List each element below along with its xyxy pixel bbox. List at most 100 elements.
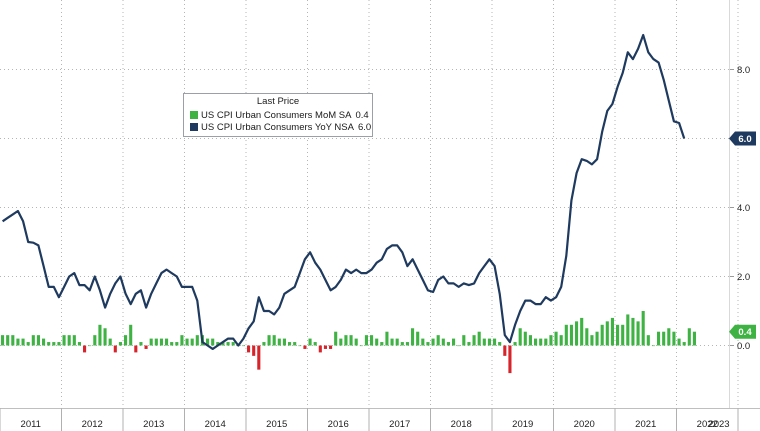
- mom-bar: [359, 345, 363, 347]
- mom-bar: [436, 335, 440, 346]
- mom-bar: [467, 342, 471, 346]
- mom-bar: [334, 331, 338, 346]
- mom-bar: [636, 321, 640, 346]
- mom-bar: [472, 335, 476, 346]
- x-tick-label: 2016: [328, 419, 349, 430]
- mom-bar: [241, 345, 245, 347]
- mom-bar: [98, 324, 102, 346]
- mom-bar: [211, 338, 215, 346]
- mom-bar: [641, 311, 645, 346]
- mom-bar: [554, 331, 558, 346]
- mom-bar: [190, 338, 194, 346]
- end-label-yoy-box: [729, 131, 756, 146]
- mom-bar: [154, 338, 158, 346]
- mom-bar: [544, 338, 548, 346]
- mom-bar: [503, 345, 507, 356]
- mom-bar: [83, 345, 87, 353]
- mom-bar: [323, 345, 327, 349]
- mom-bar: [375, 338, 379, 346]
- mom-bar: [298, 345, 302, 347]
- legend-swatch-green: [190, 111, 198, 119]
- mom-bar: [482, 338, 486, 346]
- legend-value-mom: 0.4: [355, 109, 369, 121]
- mom-bar: [477, 331, 481, 346]
- end-label-yoy-text: 6.0: [738, 134, 751, 145]
- mom-bar: [57, 342, 61, 346]
- mom-bar: [549, 335, 553, 346]
- legend-swatch-navy: [190, 123, 198, 131]
- mom-bar: [523, 331, 527, 346]
- y-tick-labels: 8.0 6.0 4.0 2.0 0.0: [737, 65, 750, 352]
- mom-bar: [539, 338, 543, 346]
- mom-bar: [610, 317, 614, 346]
- mom-bar: [257, 345, 261, 370]
- mom-bar: [692, 331, 696, 346]
- end-label-mom-box: [729, 324, 756, 339]
- mom-bar: [487, 338, 491, 346]
- mom-bar: [118, 342, 122, 346]
- mom-bar: [103, 328, 107, 346]
- mom-bar: [308, 338, 312, 346]
- mom-bar: [667, 328, 671, 346]
- mom-bar: [77, 342, 81, 346]
- mom-bar: [646, 335, 650, 346]
- x-tick-label: 2023: [708, 419, 729, 430]
- mom-bar: [508, 345, 512, 374]
- mom-bar: [21, 338, 25, 346]
- mom-bar: [293, 342, 297, 346]
- mom-bar: [631, 317, 635, 346]
- mom-bar: [31, 335, 35, 346]
- mom-bar: [11, 335, 15, 346]
- x-tick-labels: 2011 2012 2013 2014 2015 2016 2017 2018 2019 2020…: [21, 419, 730, 430]
- x-tick-label: 2020: [574, 419, 595, 430]
- mom-bar: [272, 335, 276, 346]
- mom-bar: [416, 331, 420, 346]
- mom-bar: [590, 335, 594, 346]
- mom-bar: [462, 335, 466, 346]
- mom-bar: [165, 338, 169, 346]
- mom-bar: [595, 331, 599, 346]
- mom-bar: [159, 338, 163, 346]
- mom-bar: [564, 324, 568, 346]
- end-label-mom-text: 0.4: [738, 327, 752, 338]
- mom-bar: [626, 314, 630, 346]
- mom-bar: [318, 345, 322, 353]
- end-label-yoy: 6.0: [729, 131, 756, 146]
- mom-bar: [390, 338, 394, 346]
- mom-bar: [62, 335, 66, 346]
- x-tick-label: 2022: [697, 419, 718, 430]
- mom-bar: [682, 342, 686, 346]
- mom-bar: [349, 335, 353, 346]
- y-tick-label: 2.0: [737, 272, 750, 283]
- mom-bar: [518, 328, 522, 346]
- mom-bar: [288, 342, 292, 346]
- mom-bar: [493, 338, 497, 346]
- mom-bar: [262, 342, 266, 346]
- y-tick-label: 8.0: [737, 65, 750, 76]
- mom-bar: [267, 335, 271, 346]
- mom-bar: [52, 342, 56, 346]
- mom-bar: [575, 321, 579, 346]
- mom-bar: [144, 345, 148, 349]
- legend-label-yoy: US CPI Urban Consumers YoY NSA: [201, 121, 354, 133]
- yoy-line-series: [1, 33, 686, 350]
- legend-label-mom: US CPI Urban Consumers MoM SA: [201, 109, 352, 121]
- mom-bar: [534, 338, 538, 346]
- mom-bar: [395, 338, 399, 346]
- x-tick-label: 2014: [205, 419, 226, 430]
- mom-bar: [339, 338, 343, 346]
- mom-bar: [175, 342, 179, 346]
- mom-bar: [452, 338, 456, 346]
- mom-bar: [662, 331, 666, 346]
- mom-bar: [616, 324, 620, 346]
- mom-bar: [139, 342, 143, 346]
- mom-bar: [247, 345, 251, 353]
- mom-bar: [657, 331, 661, 346]
- mom-bar: [559, 335, 563, 346]
- mom-bar: [513, 342, 517, 346]
- x-tick-label: 2018: [451, 419, 472, 430]
- mom-bar: [134, 345, 138, 353]
- mom-bar: [149, 338, 153, 346]
- mom-bar: [206, 338, 210, 346]
- mom-bar: [457, 345, 461, 347]
